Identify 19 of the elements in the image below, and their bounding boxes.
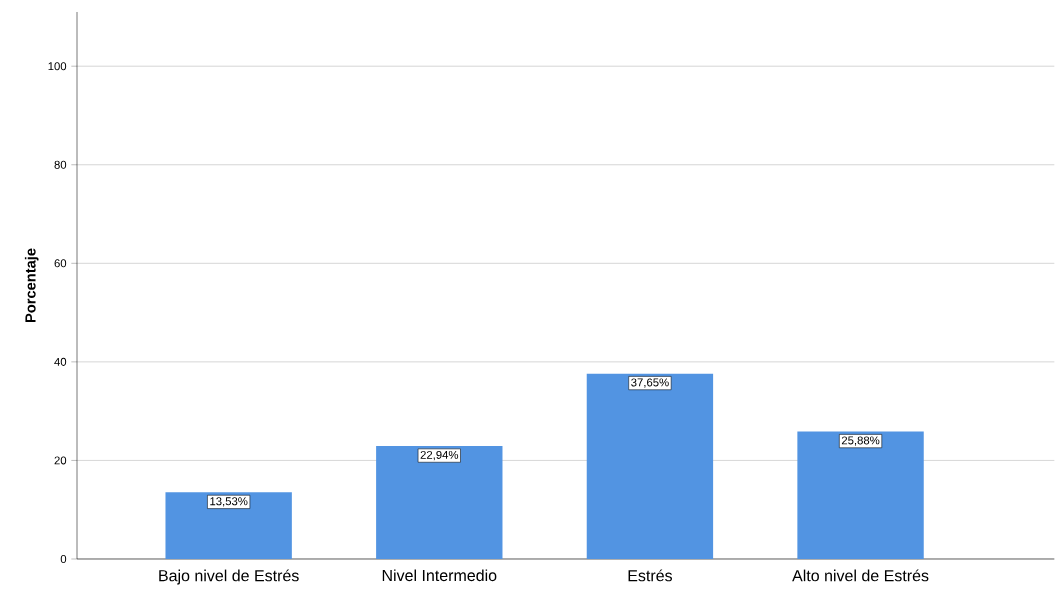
y-tick-label: 80 — [54, 160, 67, 169]
y-tick-label: 20 — [54, 456, 67, 465]
bar — [376, 445, 503, 559]
y-tick-label: 0 — [60, 554, 67, 563]
bar — [165, 492, 292, 559]
data-label: 13,53% — [210, 497, 248, 507]
x-tick-label: Bajo nivel de Estrés — [159, 569, 299, 585]
x-tick-label: Nivel Intermedio — [382, 569, 497, 582]
y-tick-label: 100 — [48, 62, 67, 71]
bar — [586, 373, 714, 559]
x-tick-label: Alto nivel de Estrés — [792, 569, 929, 582]
y-tick-label: 40 — [54, 357, 67, 366]
y-axis-title: Porcentaje — [24, 248, 39, 322]
data-label: 25,88% — [841, 436, 880, 446]
data-label: 37,65% — [631, 378, 669, 388]
data-label: 22,94% — [420, 450, 459, 461]
bar — [797, 431, 924, 559]
y-tick-label: 60 — [54, 259, 67, 268]
x-tick-label: Estrés — [628, 569, 673, 582]
